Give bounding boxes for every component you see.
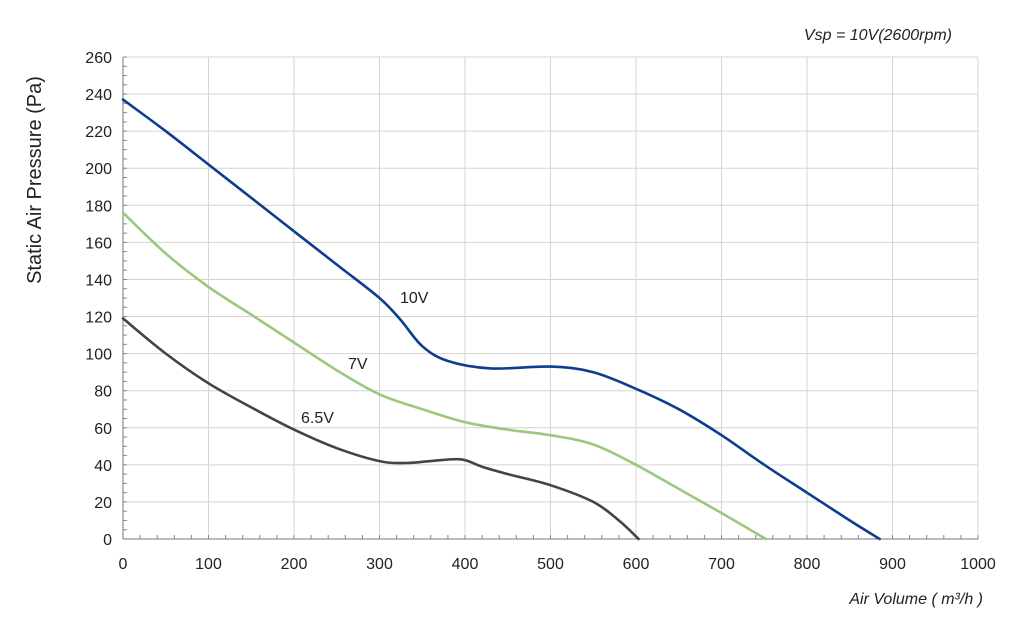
series-label-10v: 10V [400, 290, 429, 307]
x-tick-label: 700 [708, 556, 735, 573]
x-tick-label: 100 [195, 556, 222, 573]
y-tick-label: 60 [94, 421, 112, 438]
y-tick-label: 220 [85, 124, 112, 141]
series-line-7v [121, 211, 768, 541]
x-tick-label: 0 [119, 556, 128, 573]
axes [122, 57, 978, 540]
x-tick-label: 800 [794, 556, 821, 573]
y-axis-title: Static Air Pressure (Pa) [24, 76, 46, 284]
x-tick-label: 300 [366, 556, 393, 573]
x-tick-label: 1000 [960, 556, 996, 573]
y-tick-label: 200 [85, 161, 112, 178]
x-tick-label: 400 [452, 556, 479, 573]
x-tick-label: 500 [537, 556, 564, 573]
y-tick-labels: 0 20 40 60 80 100 120 140 160 180 200 220 240 260 [85, 50, 112, 549]
y-tick-label: 120 [85, 310, 112, 327]
y-tick-label: 240 [85, 87, 112, 104]
y-tick-label: 0 [103, 532, 112, 549]
y-tick-label: 180 [85, 198, 112, 215]
y-tick-label: 20 [94, 495, 112, 512]
series-label-7v: 7V [348, 356, 368, 373]
grid [122, 56, 979, 540]
x-tick-label: 200 [281, 556, 308, 573]
series-label-6-5v: 6.5V [301, 410, 334, 427]
y-tick-label: 40 [94, 458, 112, 475]
y-tick-label: 140 [85, 272, 112, 289]
x-axis-title: Air Volume ( m³/h ) [848, 591, 983, 608]
series-line-6-5v [121, 317, 640, 541]
x-tick-label: 900 [879, 556, 906, 573]
x-tick-label: 600 [623, 556, 650, 573]
series-lines [121, 98, 881, 541]
y-tick-label: 100 [85, 347, 112, 364]
x-tick-labels: 0 100 200 300 400 500 600 700 800 900 1000 [119, 556, 996, 573]
y-tick-label: 80 [94, 384, 112, 401]
y-tick-label: 260 [85, 50, 112, 67]
speed-annotation: Vsp = 10V(2600rpm) [804, 27, 952, 44]
y-tick-label: 160 [85, 235, 112, 252]
series-line-10v [121, 98, 881, 541]
